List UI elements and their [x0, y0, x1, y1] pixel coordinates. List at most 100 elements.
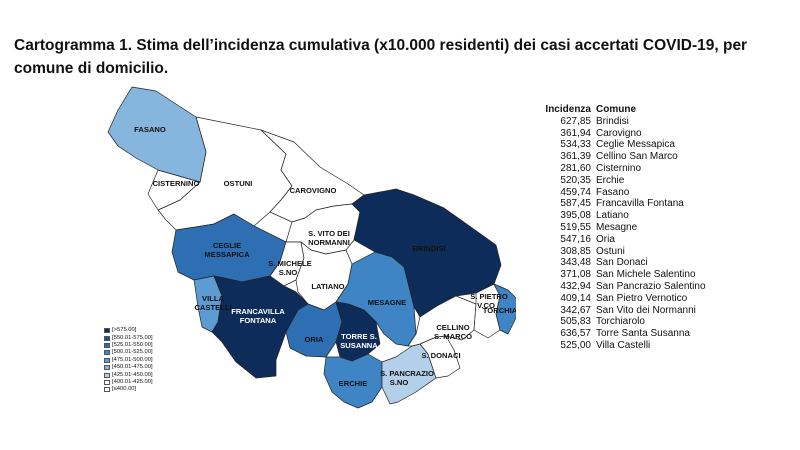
- label-latiano: LATIANO: [311, 282, 344, 291]
- table-row: 361,39 Cellino San Marco: [540, 151, 706, 163]
- incidence-value: 547,16: [560, 233, 591, 245]
- map-legend: [>575.00] [550.01-575.00] [525.01-550.00][…: [104, 327, 153, 394]
- legend-label: [425.01-450.00]: [112, 371, 153, 378]
- incidence-value: 409,14: [560, 292, 591, 304]
- comune-name: Oria: [596, 233, 615, 245]
- incidence-value: 308,85: [560, 245, 591, 257]
- incidence-value: 525,00: [560, 339, 591, 351]
- incidence-value: 361,94: [560, 127, 591, 139]
- table-row: 342,67 San Vito dei Normanni: [540, 305, 706, 317]
- table-row: 505,83 Torchiarolo: [540, 316, 706, 328]
- table-row: 361,94 Carovigno: [540, 128, 706, 140]
- label-san-vito-1: S. VITO DEI: [308, 229, 350, 238]
- table-body: 627,85 Brindisi 361,94 Carovigno 534,33 Cegli…: [540, 116, 706, 352]
- incidence-value: 505,83: [560, 316, 591, 328]
- incidence-value: 587,45: [560, 198, 591, 210]
- label-san-vito-2: NORMANNI: [308, 238, 350, 247]
- comune-name: San Pancrazio Salentino: [596, 280, 706, 292]
- comune-name: San Michele Salentino: [596, 269, 696, 281]
- label-san-donaci: S. DONACI: [421, 351, 460, 360]
- label-torre-2: SUSANNA: [340, 341, 378, 350]
- legend-swatch: [104, 342, 110, 348]
- label-villa-2: CASTELLI: [194, 303, 231, 312]
- comune-name: Villa Castelli: [596, 339, 651, 351]
- legend-label: [550.01-575.00]: [112, 334, 153, 341]
- legend-item: [525.01-550.00]: [104, 342, 153, 349]
- incidence-value: 520,35: [560, 174, 591, 186]
- incidence-value: 342,67: [560, 304, 591, 316]
- label-cisternino: CISTERNINO: [153, 179, 200, 188]
- incidence-table: Incidenza Comune 627,85 Brindisi 361,94 Car…: [540, 104, 706, 352]
- header-comune: Comune: [596, 104, 636, 115]
- comune-name: Carovigno: [596, 127, 642, 139]
- label-san-pietro-2: V.CO: [477, 301, 495, 310]
- legend-swatch: [104, 372, 110, 378]
- table-row: 519,55 Mesagne: [540, 222, 706, 234]
- incidence-value: 343,48: [560, 257, 591, 269]
- incidence-value: 627,85: [560, 115, 591, 127]
- label-ostuni: OSTUNI: [224, 179, 253, 188]
- table-row: 395,08 Latiano: [540, 210, 706, 222]
- label-torchiarolo: TORCHIAROLO: [483, 306, 516, 315]
- legend-swatch: [104, 350, 110, 356]
- table-row: 432,94 San Pancrazio Salentino: [540, 280, 706, 293]
- legend-item: [≤400.00]: [104, 386, 153, 393]
- legend-label: [450.01-475.00]: [112, 364, 153, 371]
- table-row: 636,57 Torre Santa Susanna: [540, 328, 706, 340]
- incidence-value: 459,74: [560, 186, 591, 198]
- label-francavilla-1: FRANCAVILLA: [231, 307, 285, 316]
- incidence-value: 636,57: [560, 328, 591, 340]
- comune-name: Torre Santa Susanna: [596, 328, 690, 340]
- label-ceglie-2: MESSAPICA: [204, 250, 250, 259]
- legend-swatch: [104, 335, 110, 341]
- label-brindisi: BRINDISI: [412, 244, 445, 253]
- label-cellino-1: CELLINO: [436, 323, 469, 332]
- label-torre-1: TORRE S.: [341, 332, 377, 341]
- table-header: Incidenza Comune: [540, 104, 706, 116]
- label-san-pancrazio-2: S.NO: [390, 378, 409, 387]
- legend-item: [400.01-425.00]: [104, 379, 153, 386]
- legend-swatch: [104, 365, 110, 371]
- label-oria: ORIA: [305, 335, 325, 344]
- region-fasano[interactable]: [107, 86, 207, 183]
- table-row: 371,08 San Michele Salentino: [540, 269, 706, 281]
- legend-item: [550.01-575.00]: [104, 334, 153, 341]
- label-ceglie-1: CEGLIE: [213, 241, 241, 250]
- region-francavilla-fontana[interactable]: [211, 275, 309, 379]
- comune-name: San Donaci: [596, 257, 648, 269]
- table-row: 459,74 Fasano: [540, 187, 706, 199]
- region-erchie[interactable]: [323, 353, 383, 409]
- incidence-value: 281,60: [560, 162, 591, 174]
- legend-item: [>575.00]: [104, 327, 153, 334]
- incidence-value: 361,39: [560, 151, 591, 163]
- label-san-michele-1: S. MICHELE: [268, 259, 311, 268]
- comune-name: Cellino San Marco: [596, 151, 678, 163]
- legend-item: [475.01-500.00]: [104, 357, 153, 364]
- label-carovigno: CAROVIGNO: [290, 186, 337, 195]
- label-cellino-2: S. MARCO: [434, 332, 472, 341]
- comune-name: San Pietro Vernotico: [596, 292, 688, 304]
- legend-item: [500.01-525.00]: [104, 349, 153, 356]
- table-row: 627,85 Brindisi: [540, 116, 706, 128]
- table-row: 534,33 Ceglie Messapica: [540, 139, 706, 151]
- comune-name: Latiano: [596, 210, 629, 222]
- comune-name: Mesagne: [596, 221, 638, 233]
- legend-item: [450.01-475.00]: [104, 364, 153, 371]
- legend-label: [≤400.00]: [112, 386, 137, 393]
- comune-name: Brindisi: [596, 115, 629, 127]
- label-san-pancrazio-1: S. PANCRAZIO: [380, 369, 434, 378]
- legend-swatch: [104, 387, 110, 393]
- region-cellino-san-marco[interactable]: [407, 295, 477, 347]
- incidence-value: 519,55: [560, 221, 591, 233]
- table-row: 520,35 Erchie: [540, 175, 706, 187]
- label-fasano: FASANO: [134, 125, 166, 134]
- legend-swatch: [104, 379, 110, 385]
- legend-label: [>575.00]: [112, 327, 137, 334]
- label-erchie: ERCHIE: [339, 379, 368, 388]
- comune-name: Erchie: [596, 174, 625, 186]
- comune-name: Fasano: [596, 186, 630, 198]
- legend-swatch: [104, 328, 110, 334]
- legend-swatch: [104, 357, 110, 363]
- region-torchiarolo[interactable]: [493, 283, 516, 335]
- table-row: 409,14 San Pietro Vernotico: [540, 293, 706, 305]
